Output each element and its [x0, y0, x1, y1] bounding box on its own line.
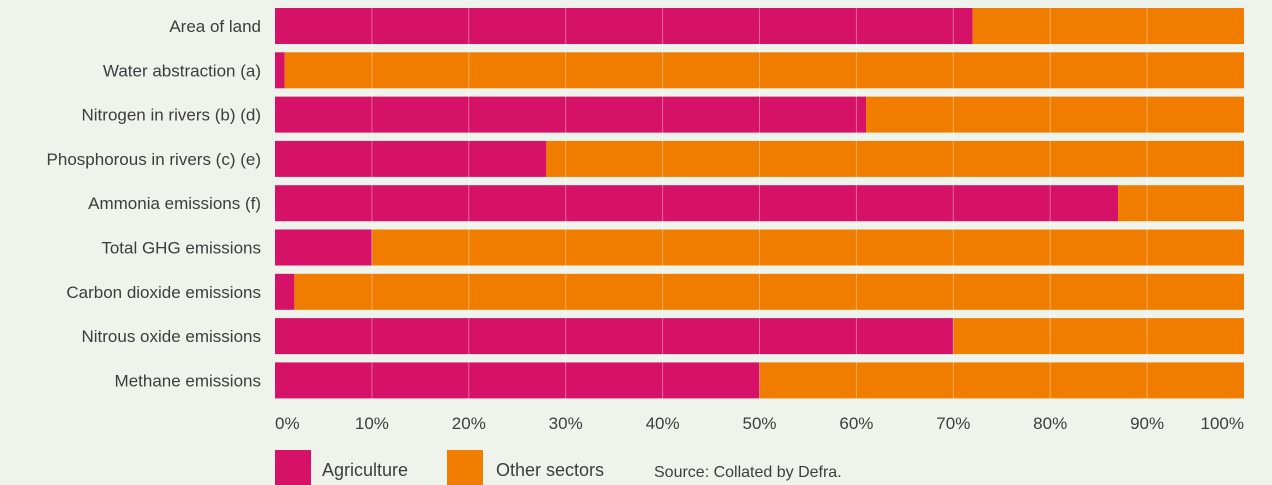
x-tick-label-50: 50%: [742, 414, 776, 433]
bar-agriculture-ammonia-emissions-f: [275, 185, 1119, 222]
legend-label-agriculture: Agriculture: [322, 460, 408, 480]
category-label-area-of-land: Area of land: [169, 17, 261, 36]
x-tick-label-100: 100%: [1201, 414, 1244, 433]
category-labels: Area of land Water abstraction (a) Nitroge…: [47, 17, 261, 390]
bar-other-sectors-area-of-land: [972, 8, 1244, 44]
x-tick-label-10: 10%: [355, 414, 389, 433]
bar-other-sectors-methane-emissions: [759, 362, 1244, 399]
legend: Agriculture Other sectors: [275, 450, 604, 485]
x-tick-label-0: 0%: [275, 414, 300, 433]
bar-agriculture-area-of-land: [275, 8, 973, 44]
bar-other-sectors-water-abstraction-a: [284, 52, 1244, 89]
bar-other-sectors-nitrous-oxide-emissions: [953, 318, 1244, 355]
category-label-methane-emissions: Methane emissions: [115, 371, 261, 390]
category-label-total-ghg-emissions: Total GHG emissions: [101, 239, 261, 258]
x-tick-label-80: 80%: [1033, 414, 1067, 433]
x-tick-label-60: 60%: [839, 414, 873, 433]
grid-layer: [371, 8, 1148, 399]
category-label-nitrous-oxide-emissions: Nitrous oxide emissions: [81, 327, 261, 346]
legend-label-other-sectors: Other sectors: [496, 460, 604, 480]
x-tick-label-30: 30%: [549, 414, 583, 433]
category-label-water-abstraction-a: Water abstraction (a): [103, 61, 261, 80]
bar-agriculture-carbon-dioxide-emissions: [275, 273, 295, 310]
x-tick-labels: 0% 10% 20% 30% 40% 50% 60% 70% 80% 90% 100%: [275, 414, 1244, 433]
bar-other-sectors-total-ghg-emissions: [371, 229, 1244, 266]
bars-layer: [275, 8, 1244, 399]
x-tick-label-70: 70%: [936, 414, 970, 433]
bar-agriculture-methane-emissions: [275, 362, 760, 399]
bar-agriculture-water-abstraction-a: [275, 52, 285, 89]
bar-other-sectors-ammonia-emissions-f: [1118, 185, 1244, 222]
bar-other-sectors-carbon-dioxide-emissions: [294, 273, 1244, 310]
category-label-nitrogen-in-rivers-b-d: Nitrogen in rivers (b) (d): [82, 106, 262, 125]
bar-agriculture-phosphorous-in-rivers-c-e: [275, 140, 547, 177]
category-label-phosphorous-in-rivers-c-e: Phosphorous in rivers (c) (e): [47, 150, 261, 169]
x-tick-label-40: 40%: [646, 414, 680, 433]
bar-other-sectors-phosphorous-in-rivers-c-e: [546, 140, 1244, 177]
x-tick-label-20: 20%: [452, 414, 486, 433]
bar-agriculture-nitrous-oxide-emissions: [275, 318, 954, 355]
legend-swatch-other-sectors: [447, 450, 483, 485]
bar-other-sectors-nitrogen-in-rivers-b-d: [866, 96, 1244, 133]
bar-agriculture-total-ghg-emissions: [275, 229, 372, 266]
legend-swatch-agriculture: [275, 450, 311, 485]
x-tick-label-90: 90%: [1130, 414, 1164, 433]
bar-agriculture-nitrogen-in-rivers-b-d: [275, 96, 867, 133]
source-note: Source: Collated by Defra.: [654, 464, 842, 481]
category-label-ammonia-emissions-f: Ammonia emissions (f): [88, 194, 261, 213]
category-label-carbon-dioxide-emissions: Carbon dioxide emissions: [66, 283, 261, 302]
